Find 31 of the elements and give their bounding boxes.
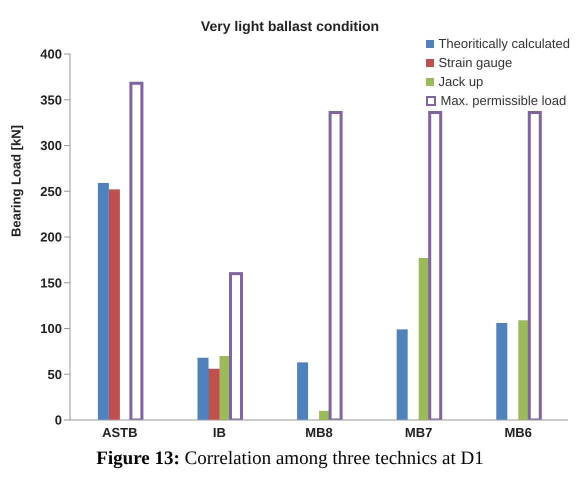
x-tick-label: ASTB	[102, 425, 138, 440]
y-tick-label: 300	[40, 138, 62, 154]
y-tick-label: 350	[40, 92, 62, 108]
y-tick-label: 0	[54, 412, 62, 428]
y-tick-label: 250	[40, 184, 62, 199]
bar	[297, 362, 308, 420]
x-tick-label: MB8	[305, 425, 333, 440]
y-tick-label: 50	[48, 366, 62, 382]
x-tick-label: MB6	[504, 425, 532, 440]
legend-label: Max. permissible load	[439, 92, 568, 110]
bar	[228, 272, 243, 420]
bar	[98, 183, 109, 420]
legend-label: Strain gauge	[437, 54, 514, 72]
y-tick-label: 100	[40, 321, 62, 336]
bar	[197, 358, 208, 420]
bar	[396, 329, 408, 420]
x-tick-label: IB	[212, 425, 226, 440]
bar	[328, 111, 343, 420]
bar	[496, 323, 508, 420]
x-tick-label: MB7	[404, 425, 432, 440]
legend-label: Jack up	[437, 73, 484, 91]
chart-title: Very light ballast condition	[200, 18, 380, 34]
y-tick-label: 400	[40, 46, 62, 62]
y-tick-label: 150	[40, 275, 62, 290]
bar	[208, 368, 220, 420]
caption: Figure 13: Correlation among three technics at D1	[95, 448, 485, 470]
bar	[108, 189, 120, 420]
y-axis-title: Bearing Load [kN]	[8, 125, 24, 237]
bar	[129, 82, 144, 420]
y-tick-label: 200	[40, 230, 62, 245]
legend-label: Theoritically calculated	[437, 35, 570, 53]
